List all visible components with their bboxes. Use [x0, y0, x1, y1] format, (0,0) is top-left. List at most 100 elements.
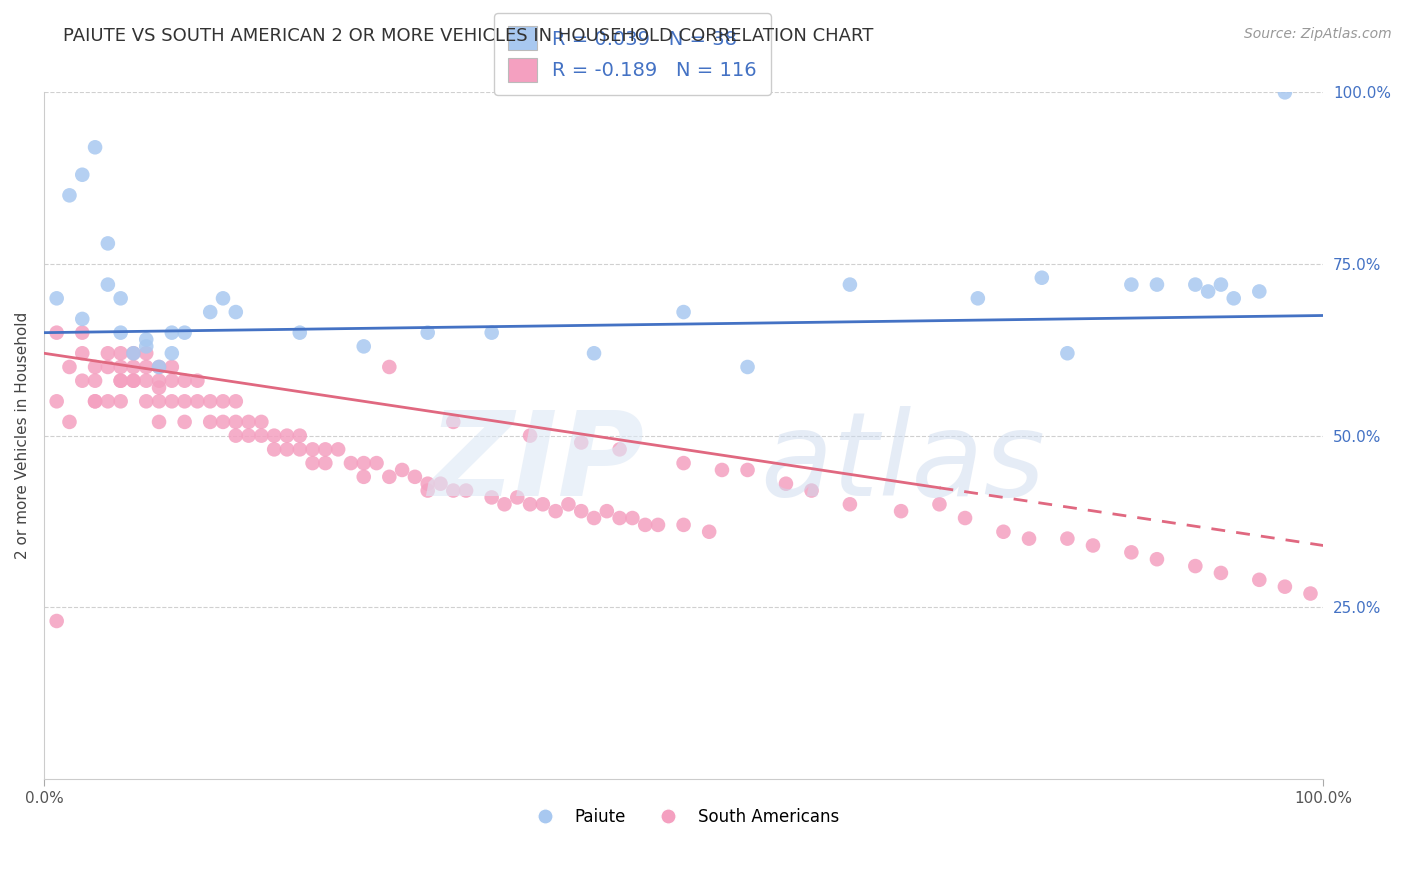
Point: [45, 326, 67, 340]
Point: [391, 463, 413, 477]
Point: [225, 394, 247, 409]
Point: [737, 359, 759, 374]
Point: [890, 504, 912, 518]
Point: [966, 291, 988, 305]
Point: [838, 277, 860, 292]
Point: [1031, 270, 1053, 285]
Point: [135, 394, 157, 409]
Point: [148, 359, 170, 374]
Point: [672, 305, 695, 319]
Point: [160, 374, 183, 388]
Point: [173, 394, 195, 409]
Point: [122, 359, 145, 374]
Point: [160, 394, 183, 409]
Point: [672, 517, 695, 532]
Point: [569, 435, 592, 450]
Point: [110, 291, 132, 305]
Point: [122, 374, 145, 388]
Point: [110, 346, 132, 360]
Text: ZIP: ZIP: [429, 406, 644, 521]
Point: [173, 415, 195, 429]
Point: [45, 614, 67, 628]
Point: [404, 470, 426, 484]
Point: [288, 326, 311, 340]
Y-axis label: 2 or more Vehicles in Household: 2 or more Vehicles in Household: [15, 312, 30, 559]
Point: [429, 476, 451, 491]
Point: [225, 428, 247, 442]
Point: [519, 497, 541, 511]
Point: [97, 346, 120, 360]
Text: atlas: atlas: [761, 406, 1045, 520]
Point: [135, 333, 157, 347]
Point: [135, 339, 157, 353]
Point: [481, 491, 503, 505]
Point: [953, 511, 976, 525]
Point: [148, 381, 170, 395]
Point: [110, 374, 132, 388]
Point: [1249, 573, 1271, 587]
Point: [301, 456, 323, 470]
Point: [122, 346, 145, 360]
Point: [200, 394, 222, 409]
Point: [110, 374, 132, 388]
Point: [72, 346, 94, 360]
Point: [596, 504, 619, 518]
Point: [84, 140, 107, 154]
Point: [1299, 586, 1322, 600]
Point: [212, 394, 235, 409]
Point: [506, 491, 529, 505]
Point: [569, 504, 592, 518]
Point: [1184, 277, 1206, 292]
Point: [288, 442, 311, 457]
Point: [186, 374, 208, 388]
Point: [160, 346, 183, 360]
Point: [58, 415, 80, 429]
Point: [122, 346, 145, 360]
Point: [1056, 346, 1078, 360]
Point: [557, 497, 579, 511]
Point: [672, 456, 695, 470]
Point: [800, 483, 823, 498]
Point: [353, 339, 375, 353]
Point: [519, 428, 541, 442]
Point: [97, 394, 120, 409]
Point: [84, 374, 107, 388]
Point: [621, 511, 644, 525]
Point: [1081, 539, 1104, 553]
Point: [609, 511, 631, 525]
Point: [135, 374, 157, 388]
Point: [97, 236, 120, 251]
Point: [1184, 559, 1206, 574]
Point: [160, 359, 183, 374]
Point: [647, 517, 669, 532]
Point: [72, 168, 94, 182]
Point: [200, 415, 222, 429]
Point: [97, 359, 120, 374]
Point: [544, 504, 567, 518]
Point: [454, 483, 477, 498]
Text: PAIUTE VS SOUTH AMERICAN 2 OR MORE VEHICLES IN HOUSEHOLD CORRELATION CHART: PAIUTE VS SOUTH AMERICAN 2 OR MORE VEHIC…: [63, 27, 873, 45]
Point: [1146, 277, 1168, 292]
Point: [72, 374, 94, 388]
Point: [609, 442, 631, 457]
Point: [45, 394, 67, 409]
Point: [72, 312, 94, 326]
Point: [148, 415, 170, 429]
Point: [1274, 86, 1296, 100]
Point: [84, 394, 107, 409]
Point: [1222, 291, 1244, 305]
Point: [110, 326, 132, 340]
Point: [212, 415, 235, 429]
Point: [263, 442, 285, 457]
Point: [135, 359, 157, 374]
Point: [737, 463, 759, 477]
Point: [531, 497, 554, 511]
Point: [186, 394, 208, 409]
Point: [838, 497, 860, 511]
Point: [1018, 532, 1040, 546]
Point: [481, 326, 503, 340]
Point: [366, 456, 388, 470]
Point: [1121, 545, 1143, 559]
Point: [200, 305, 222, 319]
Point: [353, 470, 375, 484]
